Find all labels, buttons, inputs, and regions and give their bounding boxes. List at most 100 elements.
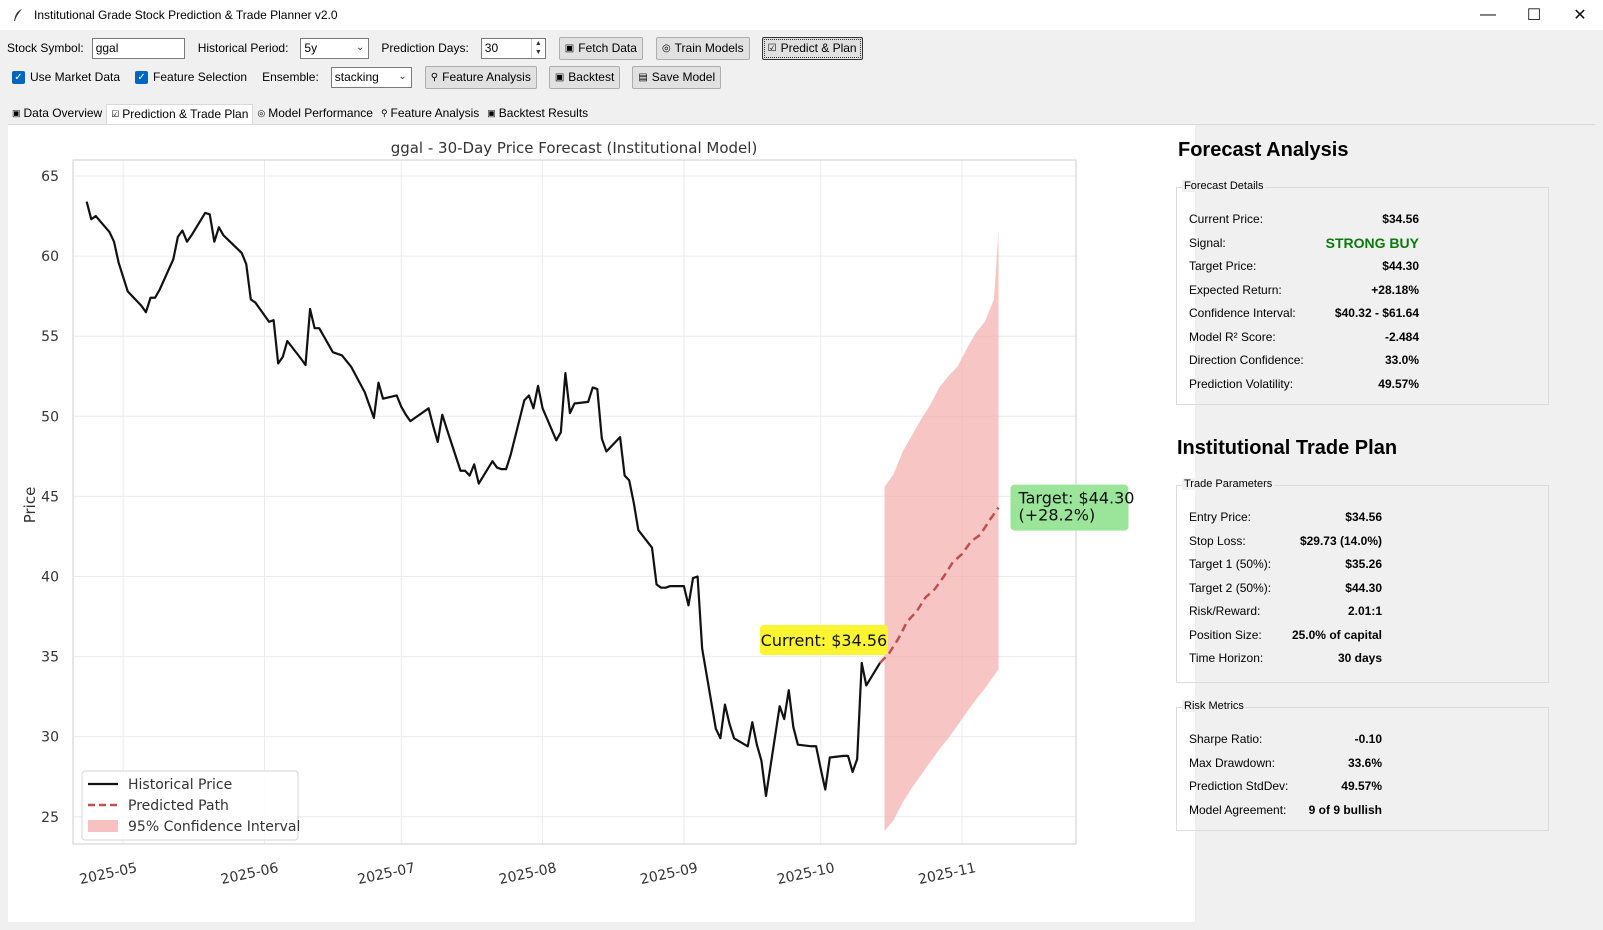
magnifier-icon: ⚲ (380, 107, 388, 118)
brain-icon: ◎ (661, 42, 671, 54)
forecast-detail-value: -2.484 (1384, 329, 1419, 344)
risk-metric-value: 49.57% (1341, 779, 1382, 793)
x-tick-label: 2025-08 (497, 860, 558, 888)
feature-analysis-label: Feature Analysis (442, 70, 531, 84)
x-tick-label: 2025-11 (917, 860, 978, 888)
forecast-detail-value: +28.18% (1371, 282, 1419, 297)
forecast-detail-row: Target Price: $44.30 (1189, 259, 1529, 275)
maximize-button[interactable]: ☐ (1526, 7, 1542, 24)
x-tick-label: 2025-09 (639, 860, 700, 888)
risk-metric-key: Prediction StdDev: (1189, 779, 1289, 793)
forecast-detail-key: Target Price: (1189, 259, 1257, 273)
fetch-data-label: Fetch Data (578, 41, 637, 55)
save-model-button[interactable]: ▤ Save Model (632, 65, 722, 89)
forecast-detail-value: $44.30 (1382, 259, 1419, 273)
risk-metric-row: Model Agreement: 9 of 9 bullish (1189, 803, 1529, 819)
trade-param-row: Time Horizon: 30 days (1189, 651, 1529, 667)
prediction-days-label: Prediction Days: (381, 41, 469, 55)
tab-prediction-trade-plan[interactable]: ☑ Prediction & Trade Plan (106, 104, 254, 124)
forecast-chart-panel: 25 30 35 40 45 50 55 60 65 2025-05 2025-06 2025-07 2… (8, 125, 1195, 922)
y-axis-label: Price (21, 487, 39, 524)
x-tick-label: 2025-05 (78, 860, 139, 888)
current-price-callout-text: Current: $34.56 (761, 631, 888, 650)
chart-grid (73, 160, 1076, 844)
tab-content: 25 30 35 40 45 50 55 60 65 2025-05 2025-06 2025-07 2… (8, 124, 1595, 922)
check-icon: ☑ (111, 108, 120, 119)
forecast-detail-key: Expected Return: (1189, 282, 1282, 297)
trade-param-value: $35.26 (1345, 557, 1382, 571)
spin-arrows-icon[interactable]: ▲ ▼ (530, 38, 545, 58)
x-tick-label: 2025-06 (219, 860, 280, 888)
tab-label: Feature Analysis (390, 106, 480, 120)
save-model-label: Save Model (651, 70, 716, 84)
target-price-callout-text: Target: $44.30 (1017, 489, 1134, 508)
minimize-button[interactable]: — (1480, 6, 1496, 23)
use-market-data-checkbox[interactable]: ✓ Use Market Data (12, 70, 120, 84)
trade-param-key: Position Size: (1189, 627, 1262, 642)
risk-metric-row: Sharpe Ratio: -0.10 (1189, 732, 1529, 748)
floppy-icon: ▤ (638, 71, 648, 83)
risk-metric-value: 9 of 9 bullish (1308, 802, 1382, 817)
trade-parameters-group: Trade Parameters Entry Price: $34.56 Stop … (1176, 478, 1549, 683)
tab-model-performance[interactable]: ◎ Model Performance (253, 103, 377, 123)
ensemble-select[interactable]: stacking ⌄ (330, 66, 412, 88)
tab-data-overview[interactable]: ▣ Data Overview (8, 103, 106, 123)
feature-analysis-button[interactable]: ⚲ Feature Analysis (424, 65, 537, 89)
series-layer (85, 201, 1000, 798)
forecast-chart: 25 30 35 40 45 50 55 60 65 2025-05 2025-06 2025-07 2… (21, 139, 1134, 888)
historical-period-select[interactable]: 5y ⌄ (300, 37, 370, 59)
trade-param-key: Target 1 (50%): (1189, 557, 1272, 571)
checkbox-checked-icon: ✓ (135, 70, 149, 84)
x-tick-label: 2025-10 (776, 860, 837, 888)
trade-plan-title: Institutional Trade Plan (1177, 437, 1398, 459)
chart-icon: ▣ (12, 107, 21, 118)
forecast-detail-row: Prediction Volatility: 49.57% (1189, 377, 1529, 393)
backtest-button[interactable]: ▣ Backtest (548, 65, 621, 89)
trade-param-key: Stop Loss: (1189, 533, 1246, 548)
prediction-days-spinbox[interactable]: 30 ▲ ▼ (480, 37, 546, 59)
trade-param-key: Target 2 (50%): (1189, 580, 1272, 595)
forecast-detail-row: Direction Confidence: 33.0% (1189, 353, 1529, 369)
forecast-detail-value: $34.56 (1382, 212, 1419, 226)
trade-param-row: Position Size: 25.0% of capital (1189, 628, 1529, 644)
trade-parameters-label: Trade Parameters (1182, 478, 1275, 490)
risk-metric-row: Prediction StdDev: 49.57% (1189, 779, 1529, 795)
y-tick-label: 25 (41, 810, 59, 826)
tab-feature-analysis[interactable]: ⚲ Feature Analysis (377, 103, 483, 123)
feature-selection-label: Feature Selection (153, 70, 248, 84)
target-price-callout-text: (+28.2%) (1018, 506, 1095, 525)
close-button[interactable]: ✕ (1573, 7, 1587, 24)
feature-selection-checkbox[interactable]: ✓ Feature Selection (135, 70, 247, 84)
trade-param-value: 30 days (1337, 651, 1382, 665)
forecast-detail-value: STRONG BUY (1325, 234, 1419, 251)
forecast-analysis-title: Forecast Analysis (1178, 139, 1349, 161)
forecast-detail-row: Confidence Interval: $40.32 - $61.64 (1189, 306, 1529, 322)
tab-backtest-results[interactable]: ▣ Backtest Results (483, 103, 592, 123)
check-icon: ☑ (767, 42, 777, 54)
forecast-details-label: Forecast Details (1182, 180, 1266, 192)
tab-label: Prediction & Trade Plan (122, 107, 249, 121)
risk-metric-key: Sharpe Ratio: (1189, 732, 1263, 746)
y-tick-label: 45 (41, 489, 59, 505)
fetch-data-button[interactable]: ▣ Fetch Data (558, 36, 643, 60)
trade-param-value: $29.73 (14.0%) (1299, 533, 1382, 548)
chart-icon: ▣ (564, 42, 575, 54)
forecast-detail-key: Prediction Volatility: (1189, 376, 1294, 391)
tab-label: Backtest Results (498, 106, 589, 120)
ensemble-label: Ensemble: (262, 70, 319, 84)
forecast-detail-row: Expected Return: +28.18% (1189, 283, 1529, 299)
train-models-button[interactable]: ◎ Train Models (655, 36, 750, 60)
forecast-details-group: Forecast Details Current Price: $34.56 Sig… (1176, 180, 1549, 405)
forecast-detail-value: 49.57% (1378, 376, 1419, 391)
stock-symbol-input[interactable] (91, 37, 185, 59)
toolbar-row-1: Stock Symbol: Historical Period: 5y ⌄ Pr… (0, 34, 1603, 62)
y-tick-label: 35 (41, 650, 59, 666)
predict-plan-button[interactable]: ☑ Predict & Plan (761, 36, 863, 60)
current-price-callout (759, 624, 888, 655)
ensemble-value: stacking (334, 70, 379, 84)
forecast-detail-key: Direction Confidence: (1189, 353, 1304, 367)
target-price-callout (1010, 484, 1129, 531)
historical-period-label: Historical Period: (197, 41, 289, 55)
trade-param-key: Time Horizon: (1189, 651, 1264, 665)
trade-param-row: Stop Loss: $29.73 (14.0%) (1189, 534, 1529, 550)
